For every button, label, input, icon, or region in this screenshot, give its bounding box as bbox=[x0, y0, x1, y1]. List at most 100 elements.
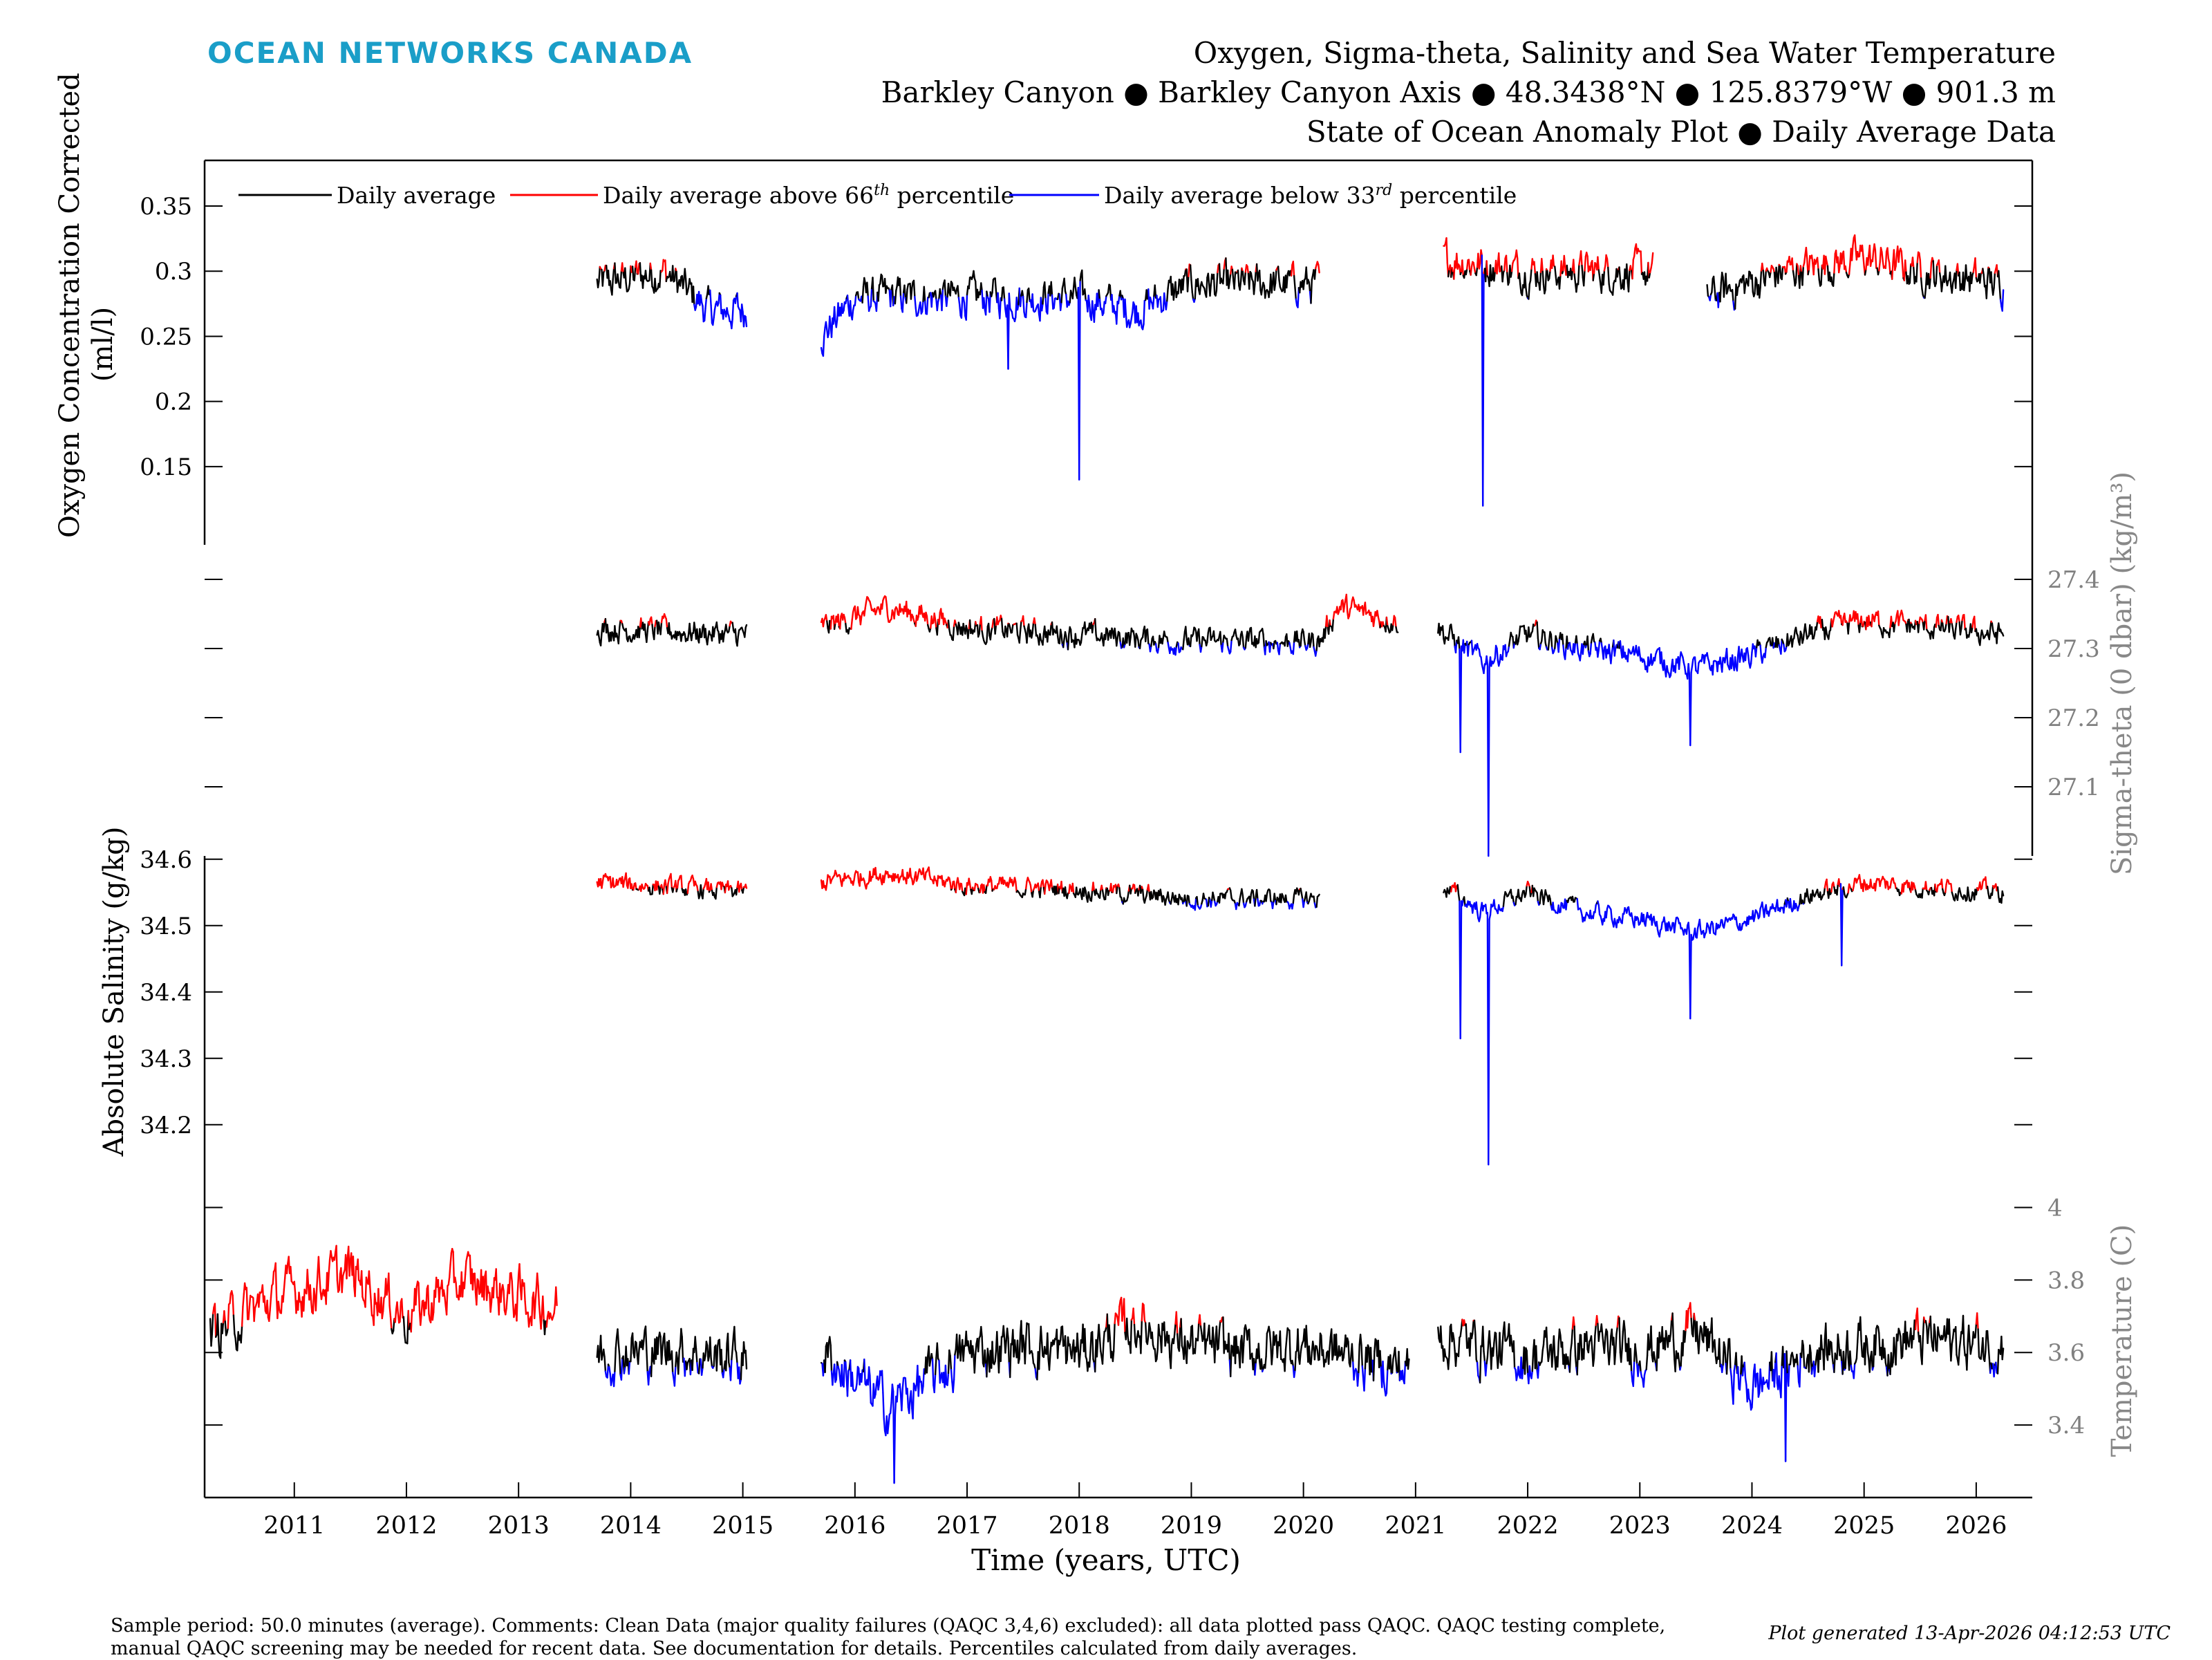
series-salinity-mark bbox=[626, 873, 627, 886]
series-temperature-mark bbox=[270, 1297, 271, 1310]
series-sigma_theta-mark bbox=[1691, 666, 1692, 673]
series-oxygen-mark bbox=[1936, 265, 1937, 283]
series-temperature-mark bbox=[310, 1285, 311, 1301]
series-temperature-mark bbox=[658, 1338, 659, 1354]
series-oxygen-mark bbox=[703, 306, 704, 322]
series-temperature-mark bbox=[400, 1302, 401, 1322]
series-salinity-mark bbox=[1553, 902, 1554, 910]
series-oxygen-mark bbox=[1862, 245, 1863, 255]
series-sigma_theta-mark bbox=[1017, 624, 1018, 635]
series-oxygen-mark bbox=[1272, 283, 1273, 292]
series-oxygen-mark bbox=[1022, 291, 1023, 297]
series-oxygen-mark bbox=[610, 281, 611, 289]
series-oxygen-mark bbox=[1939, 260, 1940, 273]
series-salinity-mark bbox=[1472, 906, 1473, 913]
series-temperature-mark bbox=[1209, 1325, 1210, 1344]
series-sigma_theta-mark bbox=[1102, 633, 1103, 640]
series-oxygen-mark bbox=[1206, 278, 1207, 297]
series-sigma_theta-mark bbox=[1565, 648, 1566, 659]
series-sigma_theta-mark bbox=[1620, 641, 1621, 650]
series-salinity-mark bbox=[1909, 883, 1910, 889]
series-salinity-mark bbox=[1480, 908, 1481, 917]
series-sigma_theta-mark bbox=[1227, 639, 1228, 647]
series-temperature-mark bbox=[1115, 1314, 1116, 1323]
series-temperature-mark bbox=[978, 1338, 979, 1351]
series-temperature-mark bbox=[509, 1274, 510, 1294]
series-sigma_theta-mark bbox=[1487, 656, 1488, 664]
series-oxygen-mark bbox=[1125, 299, 1126, 314]
series-salinity-mark bbox=[840, 876, 841, 882]
series-oxygen-mark bbox=[914, 281, 915, 297]
series-temperature-mark bbox=[473, 1274, 474, 1289]
series-sigma_theta-mark bbox=[1325, 626, 1326, 638]
series-oxygen-mark bbox=[1929, 278, 1930, 288]
series-salinity-mark bbox=[671, 874, 672, 888]
series-sigma_theta-mark bbox=[981, 617, 982, 631]
series-oxygen-mark bbox=[1295, 288, 1296, 299]
series-sigma_theta-mark bbox=[1012, 625, 1013, 633]
series-temperature-mark bbox=[842, 1365, 843, 1386]
series-oxygen-mark bbox=[927, 298, 928, 315]
series-sigma_theta-mark bbox=[887, 605, 888, 616]
series-temperature-mark bbox=[233, 1296, 234, 1316]
series-salinity-mark bbox=[1652, 919, 1653, 925]
series-oxygen-mark bbox=[937, 301, 938, 310]
series-temperature-mark bbox=[241, 1326, 242, 1343]
series-oxygen-mark bbox=[1582, 265, 1583, 277]
series-oxygen-mark bbox=[711, 306, 712, 324]
series-oxygen-mark bbox=[1707, 285, 1708, 296]
series-temperature-mark bbox=[273, 1271, 274, 1284]
series-salinity-mark bbox=[970, 884, 971, 890]
series-temperature-mark bbox=[723, 1369, 724, 1377]
series-temperature-mark bbox=[937, 1343, 938, 1359]
series-temperature-mark bbox=[1097, 1338, 1098, 1356]
series-salinity-mark bbox=[1318, 895, 1319, 896]
series-temperature-mark bbox=[935, 1358, 936, 1374]
series-temperature-mark bbox=[922, 1386, 923, 1393]
series-temperature-mark bbox=[611, 1379, 612, 1385]
series-temperature-mark bbox=[319, 1277, 320, 1291]
series-salinity-mark bbox=[665, 880, 666, 887]
series-salinity-mark bbox=[1503, 897, 1504, 906]
series-oxygen-mark bbox=[1966, 265, 1967, 278]
series-sigma_theta-mark bbox=[1273, 642, 1274, 649]
series-sigma_theta-mark bbox=[1023, 616, 1024, 626]
series-sigma_theta-mark bbox=[744, 628, 745, 637]
series-temperature-mark bbox=[1047, 1333, 1048, 1359]
series-temperature-mark bbox=[1309, 1346, 1310, 1363]
series-oxygen-mark bbox=[1559, 276, 1560, 289]
series-temperature-mark bbox=[299, 1293, 300, 1303]
series-oxygen-mark bbox=[651, 270, 652, 287]
series-oxygen-mark bbox=[1806, 248, 1807, 259]
series-salinity-mark bbox=[1206, 899, 1207, 906]
series-oxygen-mark bbox=[2000, 299, 2001, 306]
series-oxygen-mark bbox=[1191, 280, 1192, 292]
series-temperature-mark bbox=[981, 1327, 982, 1336]
series-salinity-mark bbox=[1654, 917, 1655, 923]
series-sigma_theta-mark bbox=[1214, 631, 1215, 641]
series-sigma_theta-mark bbox=[1066, 636, 1067, 643]
series-temperature-mark bbox=[1190, 1327, 1191, 1345]
series-sigma_theta-mark bbox=[995, 625, 996, 633]
series-sigma_theta-mark bbox=[949, 629, 950, 635]
series-sigma_theta-mark bbox=[864, 608, 865, 616]
series-oxygen-mark bbox=[1798, 266, 1799, 276]
series-oxygen-mark bbox=[1108, 285, 1109, 293]
series-temperature-mark bbox=[476, 1279, 477, 1305]
series-sigma_theta-mark bbox=[1330, 620, 1331, 626]
series-oxygen-mark bbox=[1167, 288, 1168, 301]
series-sigma_theta-mark bbox=[1488, 667, 1489, 856]
series-oxygen-mark bbox=[1296, 299, 1297, 306]
series-oxygen-mark bbox=[1971, 274, 1972, 283]
series-oxygen-mark bbox=[1012, 312, 1013, 318]
series-salinity-mark bbox=[1116, 886, 1117, 893]
series-temperature-mark bbox=[1280, 1332, 1281, 1360]
series-salinity-mark bbox=[1985, 877, 1986, 888]
series-sigma_theta-mark bbox=[1745, 649, 1746, 660]
series-temperature-mark bbox=[951, 1370, 952, 1382]
series-temperature-mark bbox=[1099, 1325, 1100, 1339]
series-sigma_theta-mark bbox=[1577, 644, 1578, 654]
series-salinity-mark bbox=[1076, 888, 1077, 895]
series-sigma_theta-mark bbox=[1778, 639, 1779, 645]
